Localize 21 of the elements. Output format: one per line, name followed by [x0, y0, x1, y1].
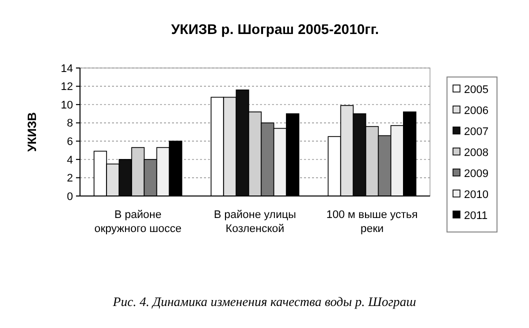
y-tick-label: 14	[60, 62, 73, 75]
y-axis-title: УКИЗВ	[25, 112, 39, 152]
x-tick-label: В районе улицы Козленской	[214, 209, 296, 235]
legend-label: 2007	[464, 126, 488, 138]
x-tick-label: В районе окружного шоссе	[94, 209, 182, 235]
chart-title: УКИЗВ р. Шограш 2005-2010гг.	[171, 21, 379, 37]
y-tick-label: 10	[60, 99, 73, 112]
legend-label: 2005	[464, 84, 488, 96]
x-tick-label: 100 м выше устья реки	[326, 209, 418, 235]
y-tick-label: 12	[60, 81, 73, 94]
legend-label: 2006	[464, 104, 488, 117]
y-tick-label: 0	[66, 190, 73, 203]
y-tick-label: 4	[66, 154, 73, 166]
legend-label: 2010	[464, 188, 488, 201]
y-tick-label: 6	[66, 136, 73, 148]
y-tick-label: 8	[66, 118, 73, 130]
legend-label: 2009	[464, 168, 488, 180]
legend-label: 2008	[464, 146, 488, 159]
text: Рис. 4. Динамика изменения качества воды р. Шограш	[112, 294, 416, 309]
y-tick-label: 2	[66, 172, 73, 185]
legend-label: 2011	[464, 210, 488, 222]
